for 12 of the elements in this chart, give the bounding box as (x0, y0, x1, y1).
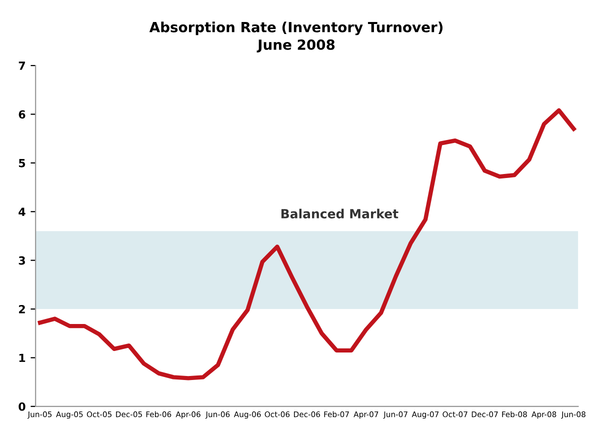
chart-title: Absorption Rate (Inventory Turnover) (149, 22, 442, 36)
y-tick-label: 4 (18, 208, 26, 216)
y-tick-label: 3 (18, 256, 25, 265)
line-series (38, 108, 576, 380)
band-label: Balanced Market (281, 208, 398, 218)
y-tick-label: 1 (19, 354, 26, 362)
y-tick-label: 6 (18, 110, 26, 119)
y-tick-label: 2 (19, 304, 25, 314)
y-tick-label: 0 (18, 402, 26, 411)
y-tick-label: 5 (18, 159, 26, 168)
y-tick-label: 7 (18, 62, 25, 70)
chart-subtitle: June 2008 (256, 39, 335, 52)
